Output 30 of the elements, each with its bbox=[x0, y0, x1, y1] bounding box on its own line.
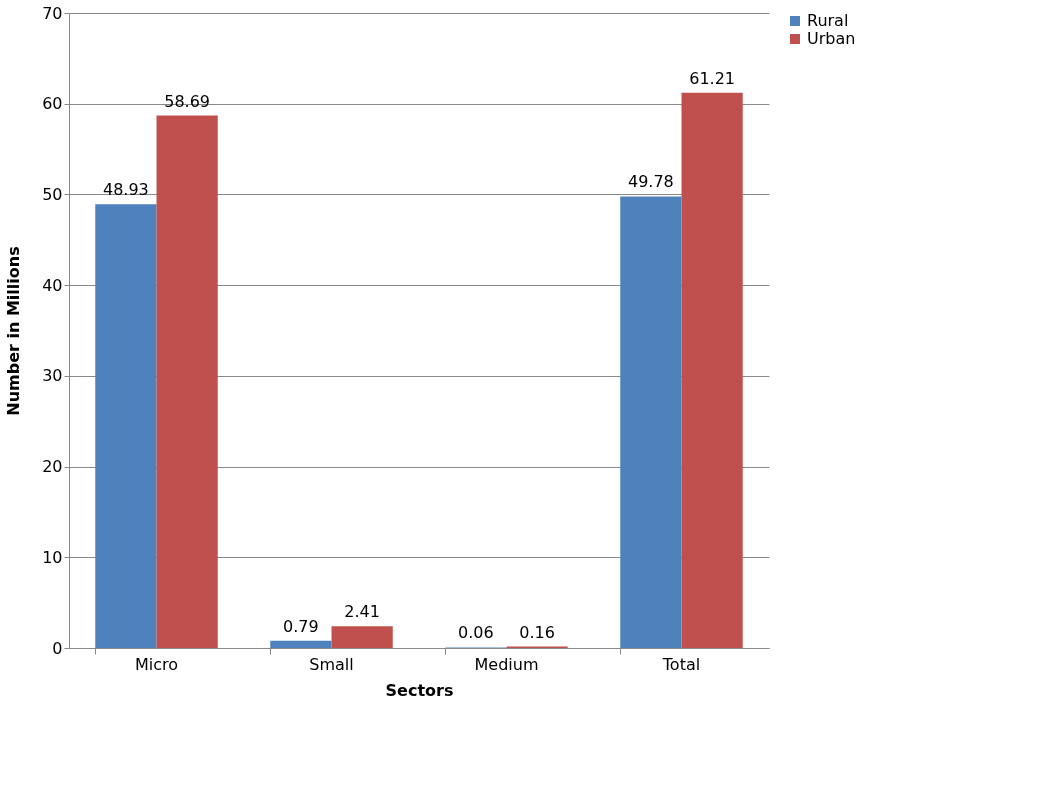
bar bbox=[681, 92, 743, 648]
bar bbox=[156, 115, 218, 648]
legend-label: Urban bbox=[807, 29, 856, 48]
y-tick-label: 60 bbox=[42, 94, 63, 114]
data-label: 49.78 bbox=[627, 172, 674, 192]
y-tick-label: 50 bbox=[42, 184, 63, 204]
x-tick-label: Micro bbox=[134, 654, 179, 674]
bar bbox=[95, 204, 157, 648]
data-label: 48.93 bbox=[102, 180, 149, 200]
x-axis-title: Sectors bbox=[385, 680, 454, 700]
x-tick-label: Medium bbox=[474, 654, 539, 674]
legend-label: Rural bbox=[807, 11, 849, 30]
y-axis-title: Number in Millions bbox=[4, 246, 24, 416]
y-tick-label: 0 bbox=[52, 638, 63, 658]
y-tick-label: 10 bbox=[42, 547, 63, 567]
y-tick-label: 30 bbox=[42, 366, 63, 386]
y-tick-label: 70 bbox=[42, 3, 63, 23]
x-tick-label: Small bbox=[309, 654, 354, 674]
bar bbox=[620, 196, 682, 648]
data-label: 0.79 bbox=[283, 616, 319, 636]
data-label: 61.21 bbox=[689, 68, 736, 88]
data-label: 2.41 bbox=[344, 602, 380, 622]
y-tick-label: 20 bbox=[42, 457, 63, 477]
x-tick-label: Total bbox=[661, 654, 701, 674]
data-label: 0.16 bbox=[519, 622, 555, 642]
data-label: 58.69 bbox=[164, 91, 211, 111]
bar bbox=[270, 640, 332, 648]
data-label: 0.06 bbox=[458, 623, 494, 643]
y-tick-label: 40 bbox=[42, 275, 63, 295]
bar bbox=[331, 626, 393, 648]
